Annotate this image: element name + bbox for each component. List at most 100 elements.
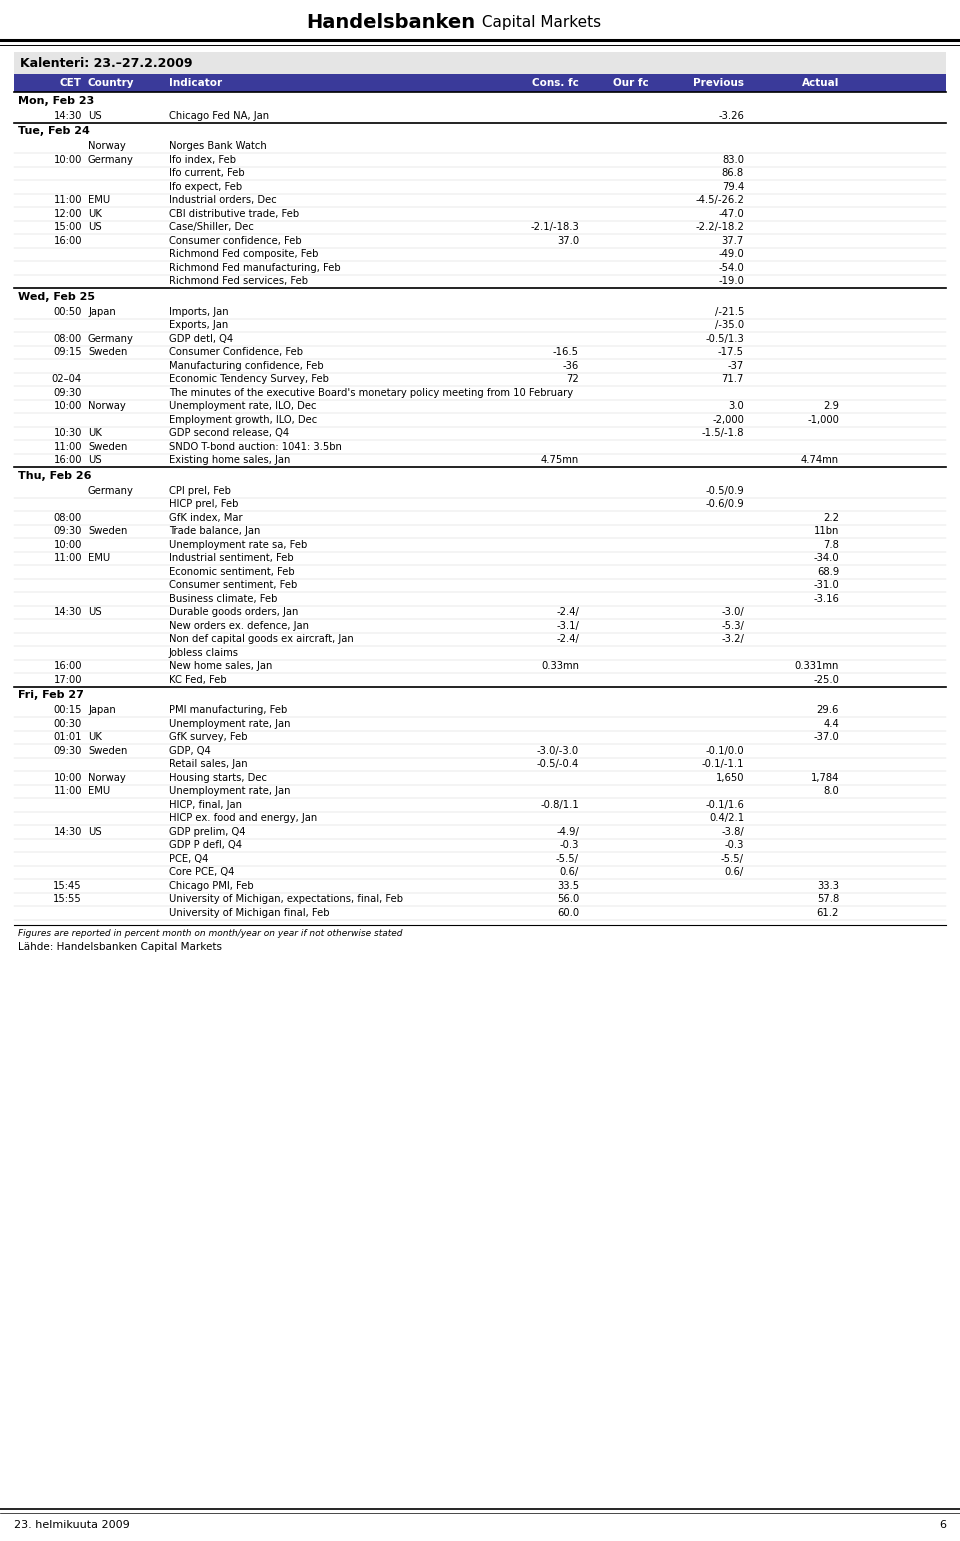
Text: -36: -36 [563, 361, 579, 371]
Text: 23. helmikuuta 2009: 23. helmikuuta 2009 [14, 1519, 130, 1530]
Text: PCE, Q4: PCE, Q4 [169, 854, 208, 865]
Text: -31.0: -31.0 [813, 581, 839, 590]
Text: Consumer sentiment, Feb: Consumer sentiment, Feb [169, 581, 298, 590]
Text: KC Fed, Feb: KC Fed, Feb [169, 675, 227, 684]
Text: Indicator: Indicator [169, 79, 222, 88]
Text: 11:00: 11:00 [54, 196, 82, 205]
Text: Tue, Feb 24: Tue, Feb 24 [18, 126, 90, 136]
Text: -49.0: -49.0 [718, 250, 744, 259]
Text: Employment growth, ILO, Dec: Employment growth, ILO, Dec [169, 415, 317, 425]
Text: Sweden: Sweden [88, 746, 128, 755]
Text: Existing home sales, Jan: Existing home sales, Jan [169, 455, 290, 465]
Text: -4.9/: -4.9/ [556, 828, 579, 837]
Text: -1,000: -1,000 [807, 415, 839, 425]
Text: Fri, Feb 27: Fri, Feb 27 [18, 690, 84, 700]
Text: Ifo index, Feb: Ifo index, Feb [169, 154, 236, 165]
Text: -0.5/-0.4: -0.5/-0.4 [537, 760, 579, 769]
Text: 00:15: 00:15 [54, 706, 82, 715]
Text: 7.8: 7.8 [823, 539, 839, 550]
Text: Kalenteri: 23.–27.2.2009: Kalenteri: 23.–27.2.2009 [20, 57, 193, 69]
Text: Housing starts, Dec: Housing starts, Dec [169, 772, 267, 783]
Text: 2.2: 2.2 [823, 513, 839, 522]
Text: -1.5/-1.8: -1.5/-1.8 [702, 428, 744, 438]
Text: 57.8: 57.8 [817, 894, 839, 905]
Text: -2.1/-18.3: -2.1/-18.3 [530, 222, 579, 233]
Text: 79.4: 79.4 [722, 182, 744, 191]
Text: -0.6/0.9: -0.6/0.9 [706, 499, 744, 509]
Text: -0.1/1.6: -0.1/1.6 [706, 800, 744, 809]
Text: -54.0: -54.0 [718, 264, 744, 273]
Text: -5.3/: -5.3/ [721, 621, 744, 630]
Text: Durable goods orders, Jan: Durable goods orders, Jan [169, 607, 299, 618]
Text: Richmond Fed services, Feb: Richmond Fed services, Feb [169, 276, 308, 287]
Text: 6: 6 [939, 1519, 946, 1530]
Text: 02–04: 02–04 [52, 374, 82, 384]
Text: -37.0: -37.0 [813, 732, 839, 743]
Text: 0.4/2.1: 0.4/2.1 [708, 814, 744, 823]
Text: University of Michigan final, Feb: University of Michigan final, Feb [169, 908, 329, 918]
Text: Retail sales, Jan: Retail sales, Jan [169, 760, 248, 769]
Text: University of Michigan, expectations, final, Feb: University of Michigan, expectations, fi… [169, 894, 403, 905]
Text: EMU: EMU [88, 786, 110, 797]
Text: 10:30: 10:30 [54, 428, 82, 438]
Text: 0.33mn: 0.33mn [541, 661, 579, 672]
Text: 2.9: 2.9 [823, 401, 839, 411]
Text: EMU: EMU [88, 553, 110, 564]
Text: Richmond Fed manufacturing, Feb: Richmond Fed manufacturing, Feb [169, 264, 341, 273]
Text: Sweden: Sweden [88, 347, 128, 358]
Text: -25.0: -25.0 [813, 675, 839, 684]
Text: -4.5/-26.2: -4.5/-26.2 [695, 196, 744, 205]
Text: 8.0: 8.0 [824, 786, 839, 797]
Text: -3.26: -3.26 [718, 111, 744, 120]
Text: -16.5: -16.5 [553, 347, 579, 358]
Text: UK: UK [88, 732, 102, 743]
Text: Our fc: Our fc [613, 79, 649, 88]
Text: Handelsbanken: Handelsbanken [306, 12, 475, 31]
Text: 0.331mn: 0.331mn [795, 661, 839, 672]
Text: CPI prel, Feb: CPI prel, Feb [169, 485, 230, 496]
Text: -37: -37 [728, 361, 744, 371]
Text: 08:00: 08:00 [54, 513, 82, 522]
Text: Capital Markets: Capital Markets [477, 14, 601, 29]
Text: /-35.0: /-35.0 [715, 321, 744, 330]
Text: Norway: Norway [88, 142, 126, 151]
Text: 37.7: 37.7 [722, 236, 744, 245]
Text: 11:00: 11:00 [54, 553, 82, 564]
Text: Industrial sentiment, Feb: Industrial sentiment, Feb [169, 553, 294, 564]
Text: Consumer confidence, Feb: Consumer confidence, Feb [169, 236, 301, 245]
Text: -0.5/1.3: -0.5/1.3 [706, 334, 744, 344]
Text: Ifo expect, Feb: Ifo expect, Feb [169, 182, 242, 191]
Text: -2,000: -2,000 [712, 415, 744, 425]
Text: Wed, Feb 25: Wed, Feb 25 [18, 291, 95, 302]
Text: CET: CET [60, 79, 82, 88]
Text: 33.5: 33.5 [557, 881, 579, 891]
Text: Cons. fc: Cons. fc [532, 79, 579, 88]
Text: Case/Shiller, Dec: Case/Shiller, Dec [169, 222, 253, 233]
Text: 29.6: 29.6 [817, 706, 839, 715]
Text: -19.0: -19.0 [718, 276, 744, 287]
Text: US: US [88, 222, 102, 233]
Text: 09:30: 09:30 [54, 388, 82, 398]
Text: HICP prel, Feb: HICP prel, Feb [169, 499, 238, 509]
Text: GDP detl, Q4: GDP detl, Q4 [169, 334, 233, 344]
Text: GDP prelim, Q4: GDP prelim, Q4 [169, 828, 246, 837]
Text: 16:00: 16:00 [54, 455, 82, 465]
Text: 11bn: 11bn [814, 525, 839, 536]
Text: Germany: Germany [88, 485, 133, 496]
Text: Trade balance, Jan: Trade balance, Jan [169, 525, 260, 536]
Text: -0.3: -0.3 [560, 840, 579, 851]
Text: Industrial orders, Dec: Industrial orders, Dec [169, 196, 276, 205]
Text: 09:30: 09:30 [54, 525, 82, 536]
Text: -34.0: -34.0 [813, 553, 839, 564]
Text: 16:00: 16:00 [54, 236, 82, 245]
Text: US: US [88, 455, 102, 465]
Text: 71.7: 71.7 [722, 374, 744, 384]
Text: Non def capital goods ex aircraft, Jan: Non def capital goods ex aircraft, Jan [169, 635, 353, 644]
Text: Actual: Actual [802, 79, 839, 88]
Text: 01:01: 01:01 [54, 732, 82, 743]
Text: 00:30: 00:30 [54, 718, 82, 729]
Text: 72: 72 [566, 374, 579, 384]
Text: 11:00: 11:00 [54, 442, 82, 452]
Bar [14, 74, 946, 92]
Text: 14:30: 14:30 [54, 607, 82, 618]
